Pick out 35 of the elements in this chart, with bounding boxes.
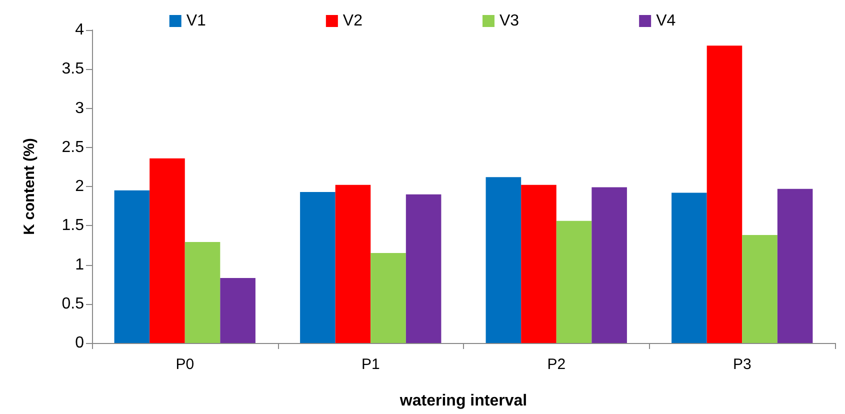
bar: [184, 242, 220, 343]
y-tick-label: 0.5: [62, 295, 84, 312]
y-axis-title: K content (%): [21, 138, 38, 235]
bar: [300, 192, 336, 343]
x-tick-label: P0: [176, 356, 194, 373]
bar: [592, 187, 627, 343]
bar: [220, 278, 256, 343]
x-tick-label: P1: [361, 356, 380, 373]
bar: [742, 235, 778, 343]
bar: [406, 194, 442, 343]
bar: [150, 158, 185, 343]
bar: [706, 46, 742, 343]
y-tick-label: 4: [75, 22, 84, 38]
legend-label: V1: [186, 12, 206, 30]
bar: [672, 192, 707, 343]
y-tick-label: 1: [75, 256, 84, 274]
bar: [486, 177, 522, 343]
bar: [556, 220, 592, 343]
y-tick-label: 2: [75, 178, 84, 195]
bar: [370, 253, 406, 343]
bar: [777, 188, 813, 343]
y-tick-label: 0: [75, 334, 84, 352]
bar: [114, 190, 150, 343]
bar: [335, 184, 371, 343]
x-tick-label: P3: [732, 356, 752, 373]
bar: [521, 184, 556, 343]
y-tick-label: 2.5: [62, 138, 84, 156]
x-axis-title: watering interval: [398, 392, 528, 410]
legend-label: V3: [500, 12, 520, 30]
x-tick-label: P2: [547, 356, 566, 373]
y-tick-label: 3.5: [62, 60, 84, 78]
legend-label: V2: [342, 12, 363, 30]
y-tick-label: 1.5: [62, 217, 84, 234]
legend-label: V4: [656, 12, 676, 30]
y-tick-label: 3: [75, 100, 84, 117]
